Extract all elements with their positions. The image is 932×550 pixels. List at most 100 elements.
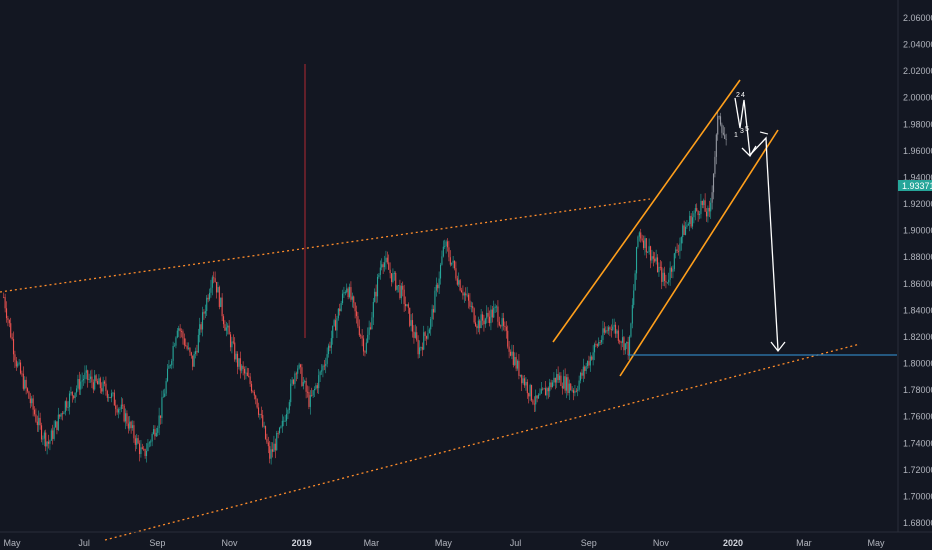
candle-body: [194, 351, 197, 354]
candle-body: [365, 342, 367, 353]
candle-body: [214, 278, 216, 283]
candle-body: [92, 382, 94, 390]
candle-body: [697, 210, 699, 216]
candle-body: [364, 351, 366, 353]
candle-body: [276, 432, 278, 451]
candle-body: [508, 346, 510, 352]
candle-body: [26, 388, 29, 392]
candle-body: [325, 363, 327, 366]
candle-body: [134, 438, 136, 445]
candle-body: [614, 324, 617, 334]
candle-body: [140, 447, 142, 455]
candle-body: [619, 340, 621, 342]
channel-lower-line[interactable]: [619, 129, 779, 377]
candle-body: [565, 377, 568, 391]
candle-body: [710, 202, 712, 212]
candle-body: [344, 292, 346, 293]
candle-body: [102, 381, 104, 392]
candle-body: [466, 294, 468, 296]
candle-body: [589, 356, 591, 366]
candle-body: [480, 314, 482, 329]
time-tick-label: Mar: [796, 538, 812, 548]
candle-body: [682, 225, 684, 238]
candle-body: [504, 325, 506, 327]
candle-body: [269, 446, 271, 459]
candle-body: [206, 297, 208, 311]
candle-body: [593, 344, 596, 353]
candlestick-series: [3, 109, 727, 465]
candle-body: [15, 360, 17, 367]
candle-body: [210, 287, 212, 293]
candle-body: [518, 360, 520, 376]
candle-body: [369, 327, 372, 329]
candle-body: [714, 156, 716, 174]
candle-body: [669, 267, 671, 280]
candle-body: [131, 425, 134, 429]
candle-body: [376, 276, 379, 297]
candle-body: [169, 365, 171, 367]
time-tick-label: Sep: [149, 538, 165, 548]
lower-dotted-trendline[interactable]: [104, 343, 861, 541]
candle-body: [456, 278, 458, 285]
candle-body: [609, 327, 611, 330]
candle-body: [217, 287, 219, 293]
candle-body: [701, 200, 703, 205]
price-tick-label: 1.72000: [903, 465, 932, 475]
time-axis[interactable]: May Jul Sep Nov 2019 Mar May Jul Sep Nov 2020 Mar Ma…: [0, 531, 932, 548]
candle-body: [192, 355, 194, 367]
candle-body: [334, 320, 337, 331]
candle-body: [32, 398, 34, 410]
candle-body: [725, 139, 727, 140]
candle-body: [409, 307, 411, 326]
candle-body: [437, 284, 439, 289]
price-tick-label: 1.96000: [903, 146, 932, 156]
candle-body: [127, 423, 129, 429]
candle-body: [250, 383, 253, 392]
price-tick-label: 2.06000: [903, 13, 932, 23]
candle-body: [522, 378, 524, 384]
candle-body: [707, 207, 709, 217]
candle-body: [416, 332, 418, 340]
candle-body: [148, 442, 150, 444]
candle-body: [281, 420, 283, 427]
candle-body: [33, 409, 36, 415]
candle-body: [115, 405, 117, 409]
candle-body: [235, 353, 237, 360]
channel-upper-line[interactable]: [552, 79, 741, 343]
candle-body: [256, 398, 258, 408]
candle-body: [12, 339, 15, 355]
candle-body: [74, 392, 76, 399]
candle-body: [143, 448, 145, 450]
candle-body: [637, 236, 639, 247]
candle-body: [579, 372, 582, 381]
candle-body: [4, 297, 6, 309]
candle-body: [333, 320, 335, 326]
candle-body: [537, 394, 540, 399]
candle-body: [158, 415, 160, 429]
price-axis[interactable]: 2.06000 2.04000 2.02000 2.00000 1.98000 1.960…: [897, 0, 932, 532]
candle-body: [696, 208, 698, 211]
candle-body: [501, 318, 503, 327]
candle-body: [221, 297, 223, 317]
candle-body: [101, 388, 103, 392]
candle-body: [347, 288, 349, 298]
candle-body: [512, 351, 514, 365]
candle-body: [570, 383, 572, 391]
candle-body: [420, 347, 422, 348]
candle-body: [452, 260, 454, 263]
candle-body: [213, 277, 215, 279]
candle-body: [43, 432, 45, 439]
candle-body: [481, 314, 484, 321]
candle-body: [54, 421, 57, 428]
candle-body: [312, 390, 314, 396]
candle-body: [607, 327, 610, 331]
drawing-layer[interactable]: 2 4 1 3 5: [0, 64, 897, 541]
candle-body: [52, 430, 54, 439]
candle-body: [133, 425, 135, 439]
candle-body: [439, 264, 442, 279]
candle-body: [631, 304, 633, 324]
candle-body: [558, 375, 561, 380]
candle-body: [295, 373, 297, 375]
candle-body: [620, 341, 622, 343]
